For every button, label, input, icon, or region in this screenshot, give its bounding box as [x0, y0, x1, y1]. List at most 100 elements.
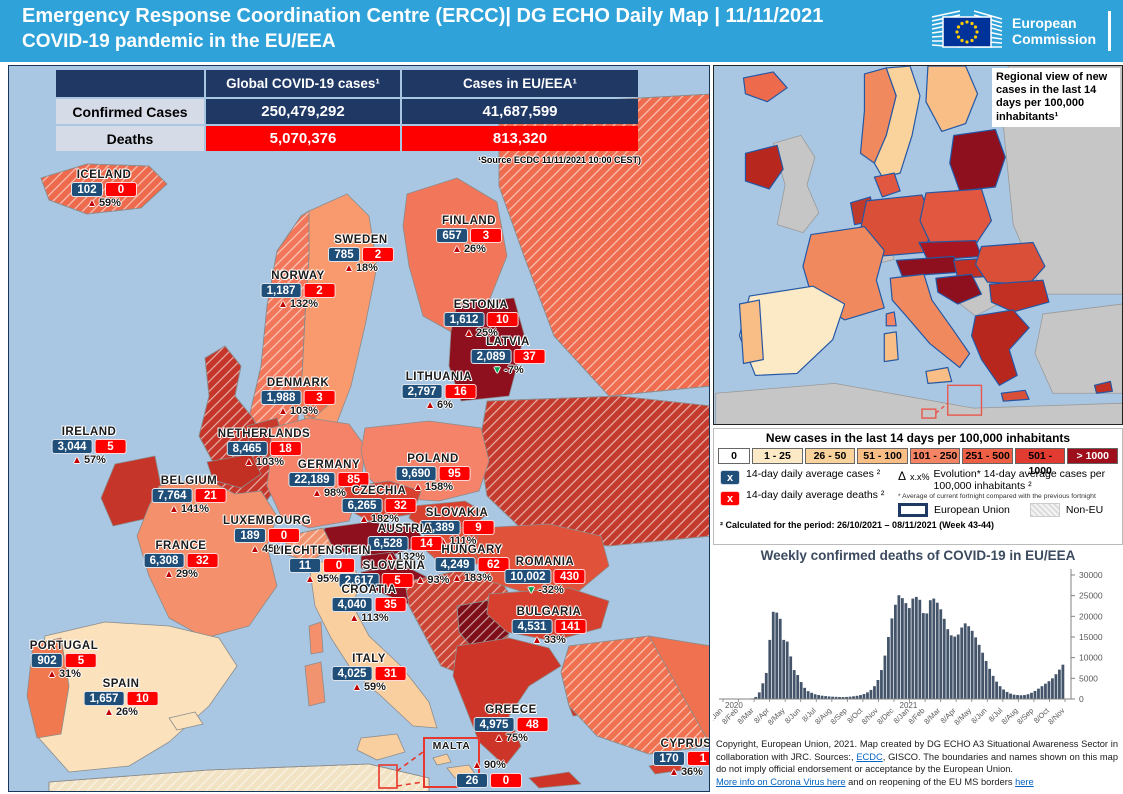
- stats-row: 10,002 430: [504, 569, 586, 585]
- country-label-finland: FINLAND 657 3 ▲ 26%: [436, 215, 502, 256]
- stats-row: 22,189 85: [288, 472, 370, 488]
- weekly-deaths-chart-panel: Weekly confirmed deaths of COVID-19 in E…: [705, 546, 1123, 736]
- country-label-liechtenstein: LIECHTENSTEIN 11 0 ▲ 95%: [273, 545, 371, 586]
- triangle-up-icon: ▲: [168, 504, 179, 516]
- chart-bar: [855, 695, 859, 699]
- europe-map-svg: [9, 66, 709, 791]
- triangle-up-icon: ▲: [344, 263, 354, 275]
- stats-row: 2,797 16: [401, 384, 477, 400]
- country-label-czechia: CZECHIA 6,265 32 ▲ 182%: [341, 485, 417, 526]
- chart-bar: [956, 634, 960, 699]
- stats-row: 11 0: [273, 558, 371, 574]
- stats-row: 3,044 5: [51, 439, 127, 455]
- country-name: LUXEMBOURG: [222, 515, 312, 527]
- evolution-indicator: ▲ 18%: [344, 262, 378, 275]
- evolution-label: Evolution* 14-day average cases per 100,…: [933, 468, 1106, 493]
- chart-bar: [876, 679, 880, 699]
- chart-bar: [796, 675, 800, 699]
- evolution-indicator: ▼ -32%: [526, 584, 564, 597]
- avg-deaths-value: 0: [323, 558, 355, 574]
- chart-bar: [880, 670, 883, 699]
- chart-bar: [813, 694, 817, 699]
- chart-bar: [942, 618, 946, 699]
- country-name: LIECHTENSTEIN: [273, 545, 371, 557]
- chart-bar: [1061, 664, 1065, 699]
- stats-row: 902 5: [30, 653, 99, 669]
- avg-cases-value: 657: [436, 228, 468, 244]
- legend-class-0: 0: [718, 448, 751, 464]
- country-name: ESTONIA: [453, 299, 509, 311]
- stats-col-eu: Cases in EU/EEA¹: [402, 70, 638, 97]
- stats-row: 189 0: [223, 528, 311, 544]
- evolution-indicator: ▲ 6%: [425, 399, 453, 412]
- evolution-indicator: ▲ 103%: [243, 456, 285, 469]
- triangle-up-icon: ▲: [104, 707, 114, 719]
- legend-class-501-1000: 501 - 1000: [1014, 448, 1066, 477]
- chart-bar: [785, 641, 789, 699]
- evolution-indicator: ▲ 75%: [494, 732, 528, 745]
- chart-bar: [953, 636, 957, 699]
- avg-deaths-value: 0: [490, 772, 522, 788]
- page-subtitle: COVID-19 pandemic in the EU/EEA: [22, 31, 336, 52]
- malta-locator: [378, 751, 424, 789]
- avg-cases-value: 1,657: [83, 691, 125, 707]
- avg-deaths-value: 2: [362, 247, 394, 263]
- period-note: ² Calculated for the period: 26/10/2021 …: [720, 520, 994, 531]
- stats-row: 26 0: [456, 772, 522, 788]
- avg-cases-value: 22,189: [288, 472, 336, 488]
- chart-bar: [1030, 692, 1033, 699]
- avg-deaths-value: 10: [486, 312, 519, 328]
- avg-cases-value: 902: [31, 653, 63, 669]
- stats-row: 1,657 10: [83, 691, 159, 707]
- confirmed-eu: 41,687,599: [402, 99, 638, 124]
- regional-malta-locator: [921, 384, 983, 419]
- chart-bar: [981, 652, 985, 699]
- country-label-croatia: CROATIA 4,040 35 ▲ 113%: [331, 584, 407, 625]
- country-label-cyprus: CYPRUS 170 1 ▲ 36%: [653, 738, 709, 779]
- triangle-up-icon: ▲: [494, 733, 504, 745]
- avg-deaths-value: 141: [554, 619, 587, 635]
- ec-flag-icon: [931, 10, 1003, 48]
- country-label-spain: SPAIN 1,657 10 ▲ 26%: [83, 678, 159, 719]
- stats-row: 4,531 141: [511, 619, 587, 635]
- borders-link[interactable]: here: [1015, 776, 1034, 787]
- chart-bar: [799, 682, 803, 699]
- avg-deaths-value: 62: [477, 557, 510, 573]
- triangle-up-icon: ▲: [358, 514, 369, 526]
- country-name: ROMANIA: [515, 556, 575, 568]
- evolution-indicator: ▲ 59%: [352, 681, 386, 694]
- triangle-up-icon: ▲: [47, 669, 57, 681]
- avg-deaths-value: 32: [384, 498, 417, 514]
- x-tick-label: 8/May: [766, 706, 787, 727]
- triangle-up-icon: ▲: [425, 400, 435, 412]
- avg-cases-value: 6,528: [367, 536, 409, 552]
- triangle-up-icon: ▲: [452, 244, 462, 256]
- ecdc-link[interactable]: ECDC: [856, 751, 883, 762]
- chart-bar: [820, 695, 824, 699]
- avg-cases-value: 4,025: [331, 666, 373, 682]
- country-label-estonia: ESTONIA 1,612 10 ▲ 25%: [443, 299, 519, 340]
- country-label-norway: NORWAY 1,187 2 ▲ 132%: [260, 270, 336, 311]
- country-label-greece: GREECE 4,975 48 ▲ 75%: [473, 704, 549, 745]
- country-name: CROATIA: [341, 584, 397, 596]
- stats-row: 1,988 3: [260, 390, 336, 406]
- chart-bar: [869, 689, 873, 699]
- avg-deaths-value: 9: [462, 520, 495, 536]
- avg-deaths-value: 32: [186, 553, 219, 569]
- legend-title: New cases in the last 14 days per 100,00…: [765, 431, 1071, 445]
- chart-bar: [967, 626, 971, 699]
- legend-panel: New cases in the last 14 days per 100,00…: [713, 428, 1123, 545]
- x-tick-label: 8/Aug: [1000, 706, 1020, 726]
- chart-bar: [1009, 693, 1012, 699]
- chart-bar: [984, 660, 988, 699]
- legend-eu-noneu: European Union Non-EU: [898, 503, 1116, 518]
- triangle-up-icon: ▲: [87, 198, 97, 210]
- stats-row: 6,528 14: [367, 536, 443, 552]
- country-label-italy: ITALY 4,025 31 ▲ 59%: [331, 653, 407, 694]
- evolution-indicator: ▲ 113%: [349, 612, 389, 625]
- country-name: FINLAND: [442, 215, 496, 227]
- evolution-indicator: ▲ 95%: [305, 573, 339, 586]
- legend-avg-cases: x 14-day daily average cases ²: [720, 468, 898, 485]
- corona-info-link[interactable]: More info on Corona Virus here: [716, 776, 846, 787]
- chart-bar: [911, 598, 915, 699]
